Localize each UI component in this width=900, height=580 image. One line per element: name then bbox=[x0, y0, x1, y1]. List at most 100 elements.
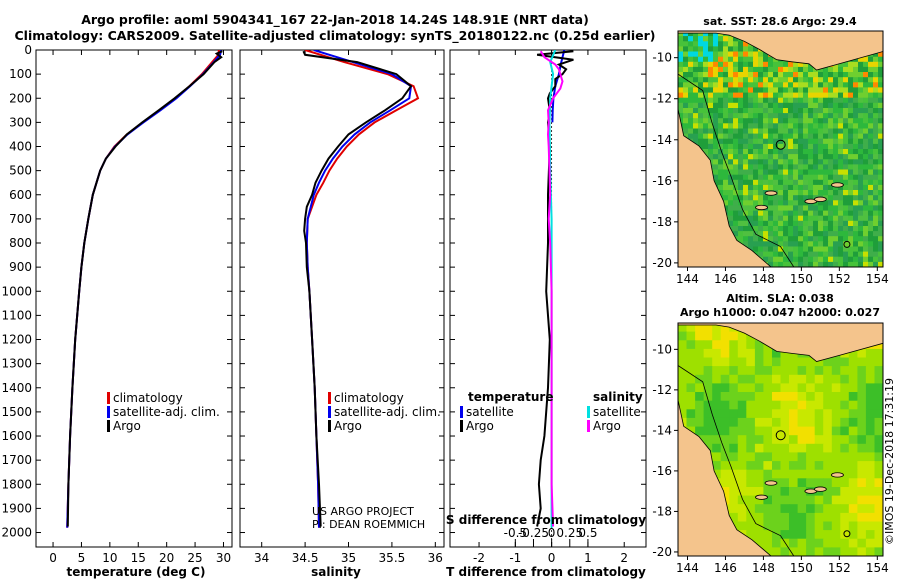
sst-cell bbox=[708, 77, 714, 83]
sst-cell bbox=[863, 169, 869, 176]
sst-cell bbox=[798, 128, 804, 135]
sst-cell bbox=[863, 138, 869, 145]
sla-cell bbox=[814, 417, 824, 428]
sst-cell bbox=[703, 123, 709, 129]
sst-cell bbox=[833, 205, 839, 212]
sst-cell bbox=[753, 87, 759, 94]
sla-cell bbox=[695, 357, 705, 367]
sla-cell bbox=[772, 461, 782, 471]
sla-cell bbox=[678, 383, 688, 393]
sst-cell bbox=[803, 82, 809, 88]
sla-cell bbox=[754, 521, 764, 531]
sst-cell bbox=[703, 138, 709, 145]
sst-cell bbox=[848, 138, 854, 145]
sst-cell bbox=[768, 56, 774, 63]
sst-cell bbox=[848, 190, 854, 196]
sst-cell bbox=[678, 97, 684, 104]
sst-cell bbox=[828, 220, 834, 227]
sla-cell bbox=[840, 530, 850, 540]
sst-cell bbox=[868, 154, 874, 160]
sla-cell bbox=[823, 426, 833, 436]
sst-cell bbox=[783, 72, 789, 78]
sst-cell bbox=[818, 149, 824, 155]
sst-cell bbox=[843, 231, 849, 237]
sst-cell bbox=[858, 82, 864, 88]
sla-cell bbox=[703, 374, 713, 384]
sst-cell bbox=[798, 164, 804, 171]
sst-cell bbox=[848, 87, 854, 94]
sst-cell bbox=[753, 226, 759, 232]
sst-cell bbox=[853, 82, 859, 88]
sla-bathymetry-contour bbox=[678, 365, 795, 556]
sst-reef-island bbox=[831, 182, 844, 188]
sst-cell bbox=[798, 215, 804, 222]
sst-cell bbox=[738, 154, 744, 160]
sst-cell bbox=[773, 102, 779, 109]
sst-cell bbox=[753, 61, 759, 68]
sla-cell bbox=[737, 469, 747, 479]
sst-cell bbox=[713, 92, 719, 99]
sla-cell bbox=[857, 443, 867, 453]
sst-cell bbox=[743, 97, 749, 104]
sla-cell bbox=[823, 443, 833, 453]
sst-cell bbox=[878, 61, 883, 68]
sla-cell bbox=[840, 435, 850, 445]
sst-cell bbox=[728, 51, 734, 58]
sst-cell bbox=[838, 154, 844, 160]
sst-cell bbox=[803, 241, 809, 247]
sst-cell bbox=[843, 200, 849, 206]
sla-cell bbox=[806, 400, 816, 410]
sst-cell bbox=[838, 256, 844, 263]
sst-cell bbox=[828, 236, 834, 242]
sla-cell bbox=[729, 512, 739, 523]
sla-cell bbox=[712, 435, 722, 445]
sst-cell bbox=[778, 215, 784, 222]
sst-cell bbox=[793, 231, 799, 237]
sst-cell bbox=[813, 97, 819, 104]
sst-cell bbox=[863, 251, 869, 258]
sst-cell bbox=[878, 87, 883, 94]
sst-cell bbox=[773, 251, 779, 258]
sst-cell bbox=[753, 128, 759, 135]
sst-cell bbox=[813, 82, 819, 88]
sst-cell bbox=[733, 200, 739, 206]
sst-cell bbox=[723, 72, 729, 78]
sst-cell bbox=[768, 231, 774, 237]
sst-cell bbox=[763, 174, 769, 181]
sst-cell bbox=[753, 154, 759, 160]
legend-swatch bbox=[107, 392, 110, 404]
sst-cell bbox=[863, 118, 869, 124]
sst-cell bbox=[768, 205, 774, 212]
sst-cell bbox=[813, 154, 819, 160]
sst-cell bbox=[728, 195, 734, 201]
sst-cell bbox=[753, 123, 759, 129]
sst-cell bbox=[683, 123, 689, 129]
diff-xtick-label: 1 bbox=[584, 551, 592, 565]
sst-cell bbox=[848, 143, 854, 150]
sst-cell bbox=[878, 226, 883, 232]
sst-cell bbox=[848, 61, 854, 68]
sst-cell bbox=[693, 128, 699, 135]
sst-cell bbox=[758, 102, 764, 109]
sst-cell bbox=[713, 133, 719, 140]
sla-cell bbox=[678, 348, 688, 359]
sst-cell bbox=[853, 97, 859, 104]
sla-map-panel: 144 146 148 150 152 154-10-12-14-16-18-20 bbox=[652, 322, 889, 575]
sla-cell bbox=[780, 521, 790, 531]
sst-cell bbox=[868, 92, 874, 99]
sst-cell bbox=[793, 92, 799, 99]
sst-cell bbox=[698, 77, 704, 83]
sst-cell bbox=[733, 179, 739, 186]
sla-cell bbox=[763, 392, 773, 402]
sst-cell bbox=[778, 143, 784, 150]
sst-cell bbox=[713, 66, 719, 73]
sst-cell bbox=[783, 102, 789, 109]
sst-cell bbox=[803, 220, 809, 227]
sst-cell bbox=[808, 190, 814, 196]
sst-cell bbox=[878, 77, 883, 83]
sla-cell bbox=[763, 495, 773, 505]
sla-cell bbox=[695, 366, 705, 376]
sst-cell bbox=[823, 251, 829, 258]
sst-cell bbox=[838, 102, 844, 109]
sst-cell bbox=[838, 97, 844, 104]
